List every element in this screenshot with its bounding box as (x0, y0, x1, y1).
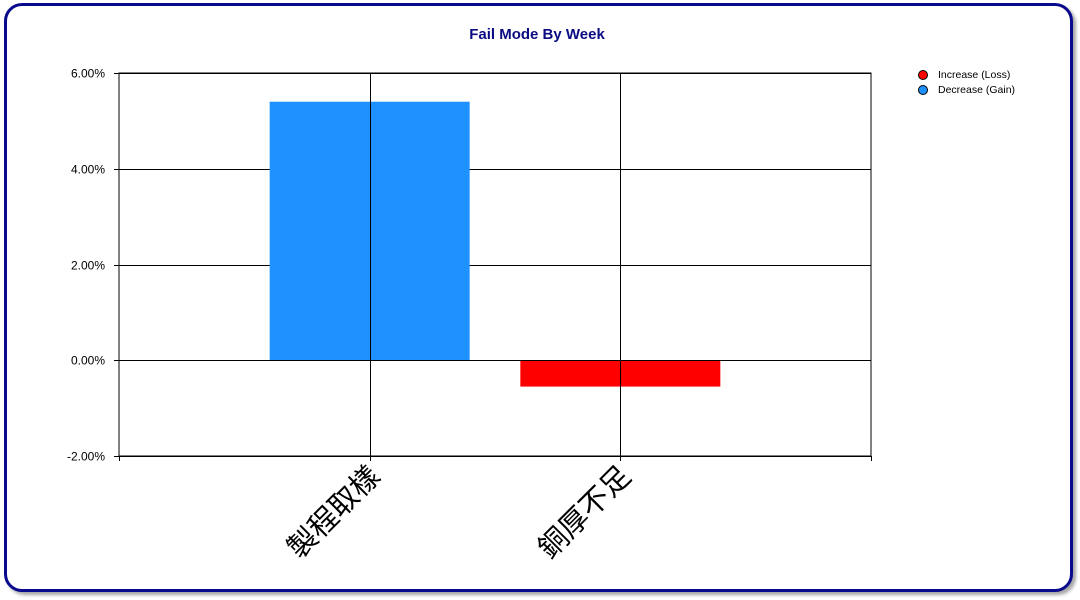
chart-frame (4, 3, 1073, 592)
legend-item-increase: Increase (Loss) (918, 67, 1015, 82)
x-category-label: 製程取樣 (281, 459, 387, 565)
y-tick-label: 2.00% (71, 259, 105, 273)
y-tick-label: 0.00% (71, 354, 105, 368)
legend-label-decrease: Decrease (Gain) (938, 83, 1016, 96)
x-labels: 製程取樣 銅厚不足 (281, 459, 638, 565)
legend-swatch-decrease (918, 84, 928, 95)
gridlines (119, 73, 871, 457)
legend-swatch-increase (918, 69, 928, 80)
plot-border (118, 72, 872, 457)
legend-item-decrease: Decrease (Gain) (918, 82, 1015, 97)
y-tick-label: 4.00% (71, 163, 105, 177)
legend: Increase (Loss) Decrease (Gain) (918, 67, 1015, 97)
bars (269, 101, 721, 387)
axes (114, 72, 872, 461)
legend-label-increase: Increase (Loss) (938, 68, 1011, 81)
y-ticks: 6.00% 4.00% 2.00% 0.00% -2.00% (67, 67, 105, 464)
chart-title: Fail Mode By Week (469, 26, 605, 43)
y-tick-label: -2.00% (67, 450, 105, 464)
bar-1 (269, 101, 470, 361)
y-tick-label: 6.00% (71, 67, 105, 81)
x-category-label: 銅厚不足 (531, 459, 637, 565)
